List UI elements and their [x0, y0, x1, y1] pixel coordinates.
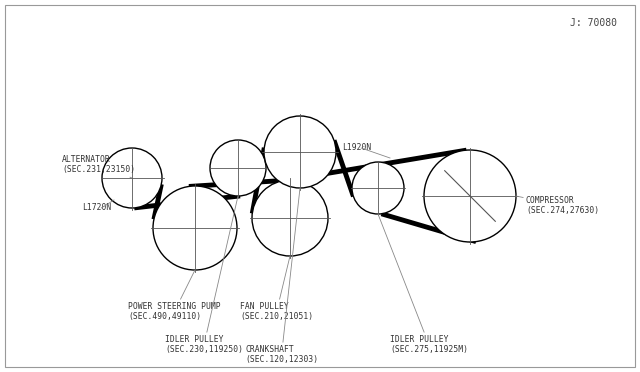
- Text: IDLER PULLEY
(SEC.275,11925M): IDLER PULLEY (SEC.275,11925M): [378, 214, 468, 355]
- Text: ALTERNATOR
(SEC.231,23150): ALTERNATOR (SEC.231,23150): [62, 155, 135, 178]
- Circle shape: [352, 162, 404, 214]
- Circle shape: [264, 116, 336, 188]
- Text: L1720N: L1720N: [82, 203, 111, 212]
- Text: J: 70080: J: 70080: [570, 18, 617, 28]
- Text: L1920N: L1920N: [342, 144, 371, 153]
- Text: IDLER PULLEY
(SEC.230,119250): IDLER PULLEY (SEC.230,119250): [165, 196, 243, 355]
- Text: FAN PULLEY
(SEC.210,21051): FAN PULLEY (SEC.210,21051): [240, 256, 313, 321]
- Text: POWER STEERING PUMP
(SEC.490,49110): POWER STEERING PUMP (SEC.490,49110): [128, 270, 221, 321]
- Circle shape: [252, 180, 328, 256]
- Text: CRANKSHAFT
(SEC.120,12303): CRANKSHAFT (SEC.120,12303): [245, 188, 318, 365]
- Circle shape: [210, 140, 266, 196]
- Circle shape: [102, 148, 162, 208]
- Text: COMPRESSOR
(SEC.274,27630): COMPRESSOR (SEC.274,27630): [516, 196, 599, 215]
- Circle shape: [153, 186, 237, 270]
- Circle shape: [424, 150, 516, 242]
